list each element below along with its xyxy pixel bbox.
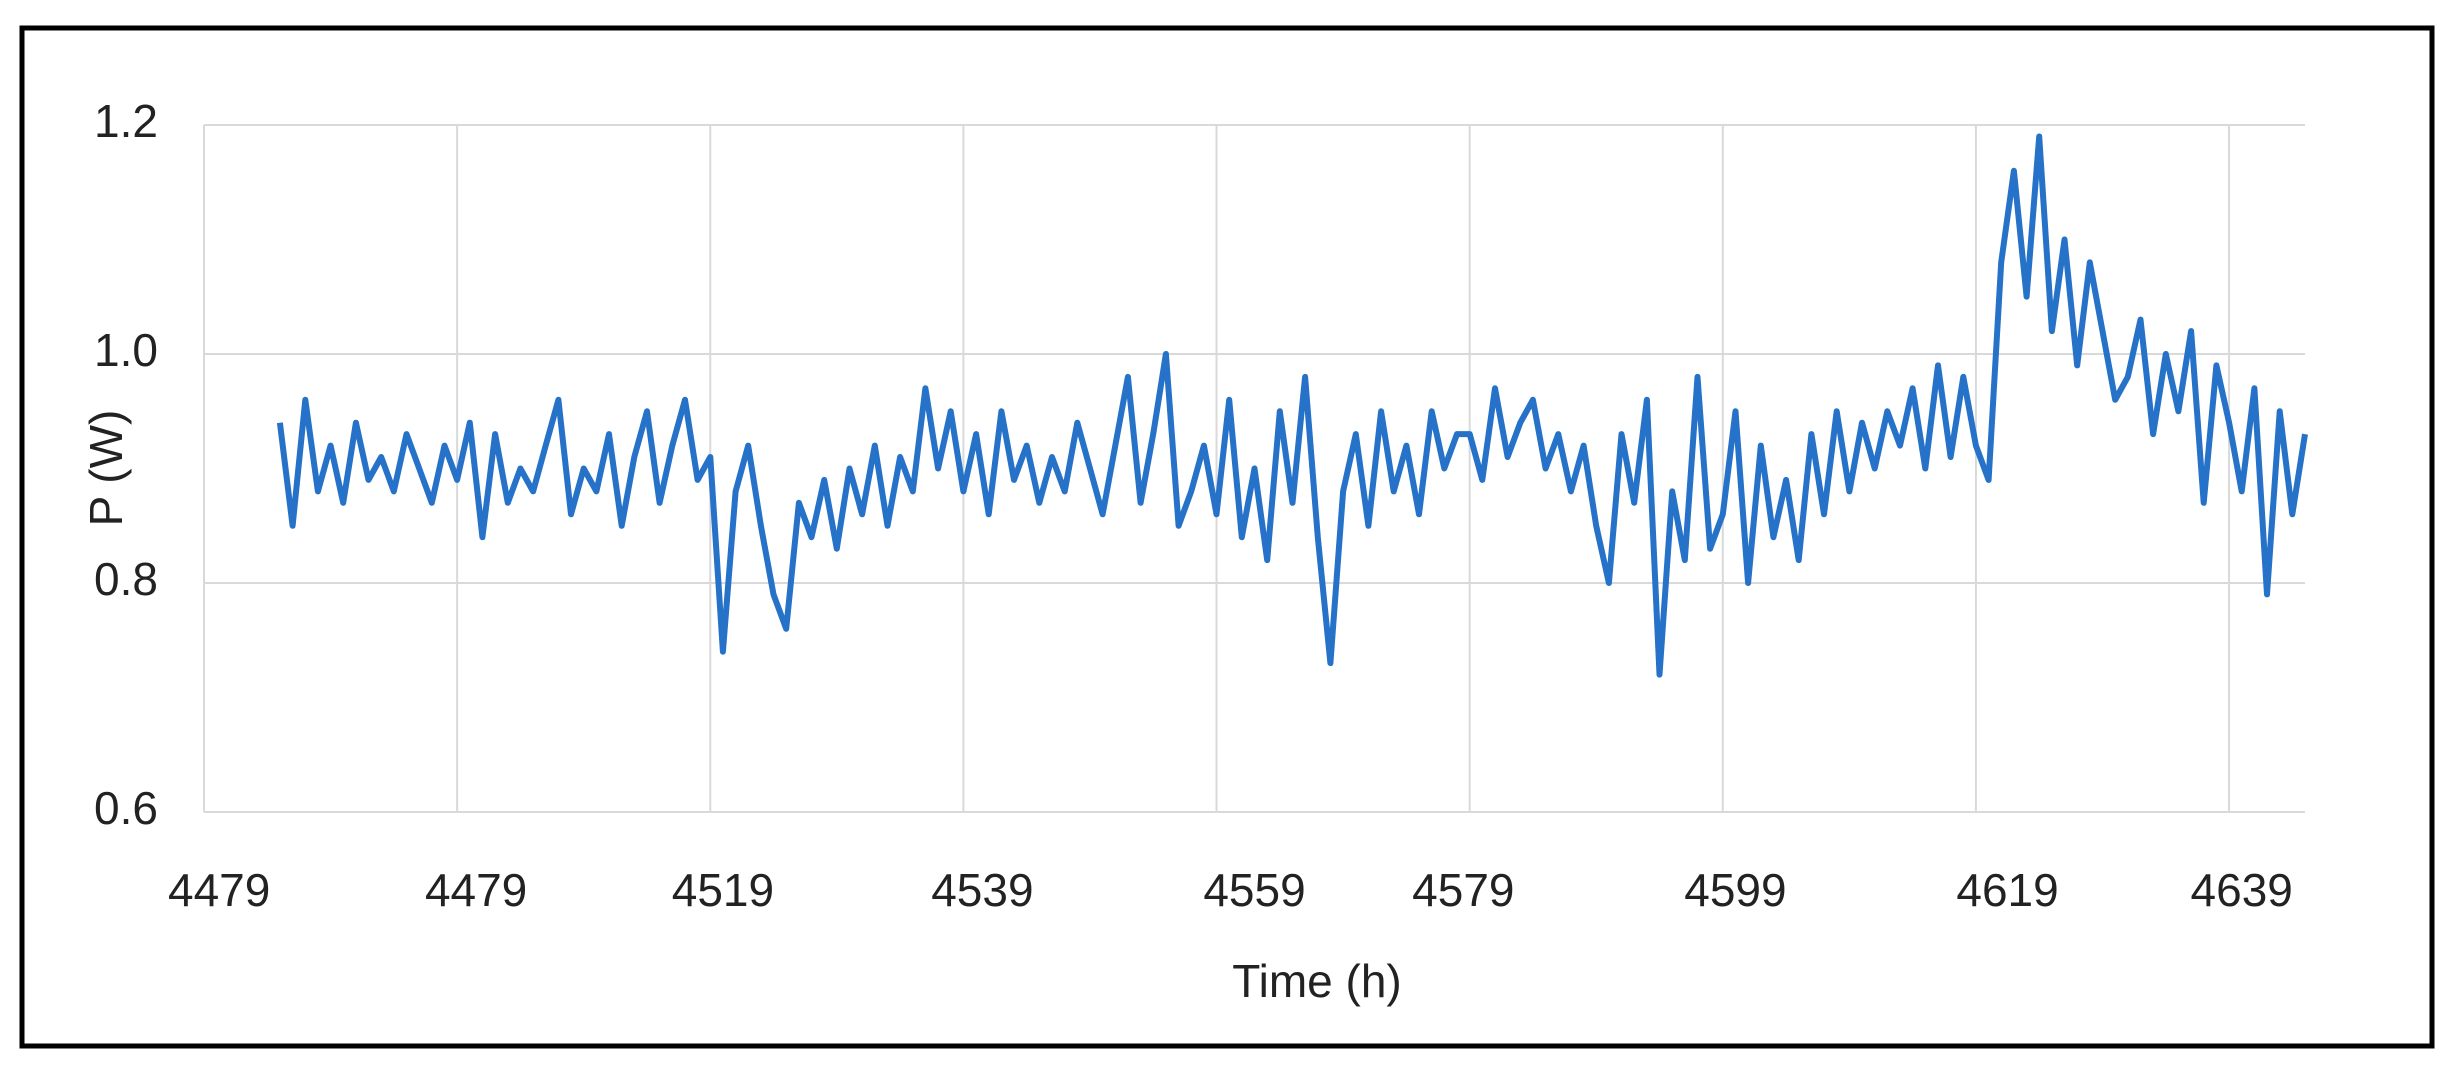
y-tick-label: 1.2 (94, 95, 158, 147)
x-tick-label: 4559 (1203, 864, 1305, 916)
y-axis-title: P (W) (80, 410, 132, 527)
y-tick-label: 0.8 (94, 553, 158, 605)
x-tick-label: 4579 (1412, 864, 1514, 916)
x-tick-label: 4519 (672, 864, 774, 916)
x-tick-label: 4619 (1956, 864, 2058, 916)
x-tick-label: 4599 (1684, 864, 1786, 916)
x-tick-label: 4479 (168, 864, 270, 916)
data-line (276, 133, 2308, 678)
x-tick-label: 4639 (2191, 864, 2293, 916)
x-tick-label: 4479 (425, 864, 527, 916)
y-tick-label: 1.0 (94, 324, 158, 376)
y-tick-label: 0.6 (94, 782, 158, 834)
x-tick-label: 4539 (931, 864, 1033, 916)
frame (19, 25, 2435, 1049)
x-axis-title: Time (h) (1232, 955, 1402, 1007)
